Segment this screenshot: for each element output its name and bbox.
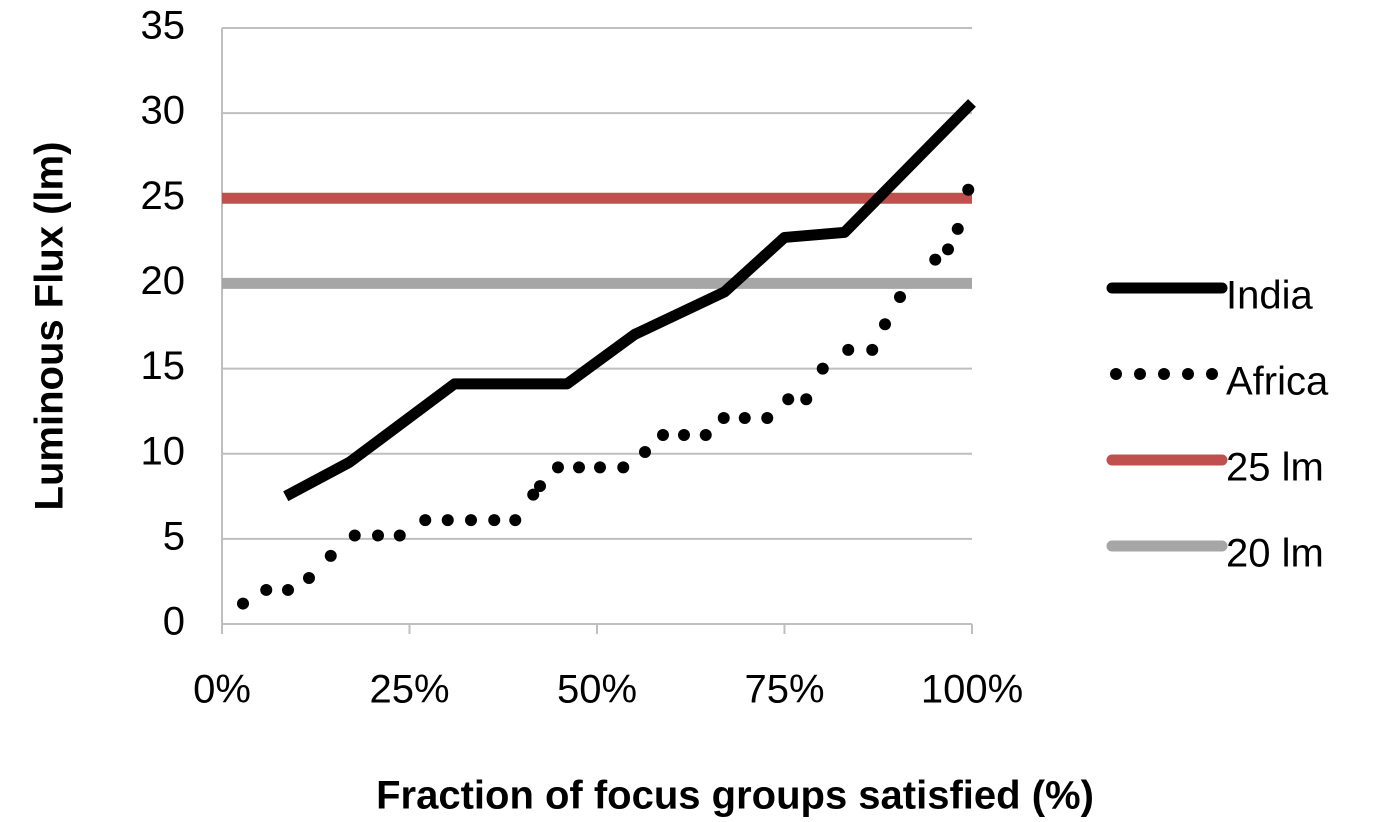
x-tick-label: 100% xyxy=(921,668,1023,712)
data-point xyxy=(573,461,585,474)
x-axis-title: Fraction of focus groups satisfied (%) xyxy=(376,774,1094,818)
data-point xyxy=(488,514,501,527)
y-tick-label: 5 xyxy=(163,514,185,558)
data-point xyxy=(951,222,964,235)
data-point xyxy=(372,529,384,542)
data-point xyxy=(962,183,975,196)
data-point xyxy=(303,572,315,585)
data-point xyxy=(419,514,432,527)
data-point xyxy=(348,529,361,542)
legend-label: India xyxy=(1226,274,1313,318)
legend-swatch xyxy=(1182,368,1194,380)
data-point xyxy=(842,343,855,356)
data-point xyxy=(699,428,712,441)
data-point xyxy=(894,291,906,304)
x-tick-label: 0% xyxy=(193,668,251,712)
data-point xyxy=(594,461,606,474)
data-point xyxy=(929,253,942,266)
data-point xyxy=(527,488,540,501)
legend-swatch xyxy=(1206,368,1218,380)
data-point xyxy=(717,411,730,424)
y-tick-label: 20 xyxy=(141,259,186,303)
data-point xyxy=(237,597,249,610)
legend-swatch xyxy=(1110,368,1122,380)
data-point xyxy=(879,318,891,331)
data-point xyxy=(552,461,564,474)
data-point xyxy=(617,461,630,474)
data-point xyxy=(441,514,454,527)
data-point xyxy=(738,411,751,424)
x-tick-label: 25% xyxy=(369,668,449,712)
data-point xyxy=(782,393,795,406)
y-tick-label: 15 xyxy=(141,344,186,388)
legend-label: Africa xyxy=(1226,360,1329,404)
data-point xyxy=(509,514,522,527)
legend-label: 25 lm xyxy=(1226,446,1324,490)
y-tick-label: 35 xyxy=(141,4,186,48)
data-point xyxy=(761,411,774,424)
y-tick-label: 10 xyxy=(141,429,186,473)
y-axis-title: Luminous Flux (lm) xyxy=(28,142,72,511)
data-point xyxy=(260,583,273,596)
data-point xyxy=(639,446,651,459)
data-point xyxy=(678,428,690,441)
y-tick-label: 25 xyxy=(141,174,186,218)
data-point xyxy=(282,583,294,596)
x-tick-label: 50% xyxy=(557,668,637,712)
data-point xyxy=(800,393,813,406)
data-point xyxy=(942,243,954,256)
data-point xyxy=(816,362,829,375)
data-point xyxy=(657,428,669,441)
data-point xyxy=(393,529,406,542)
data-point xyxy=(534,480,546,493)
legend-swatch xyxy=(1134,368,1146,380)
data-point xyxy=(324,549,337,562)
y-tick-label: 0 xyxy=(163,600,185,644)
y-tick-label: 30 xyxy=(141,89,186,133)
x-tick-label: 75% xyxy=(744,668,824,712)
legend-swatch xyxy=(1158,368,1170,380)
legend-label: 20 lm xyxy=(1226,532,1324,576)
data-point xyxy=(866,343,879,356)
data-point xyxy=(465,514,477,527)
series-line xyxy=(283,99,976,502)
